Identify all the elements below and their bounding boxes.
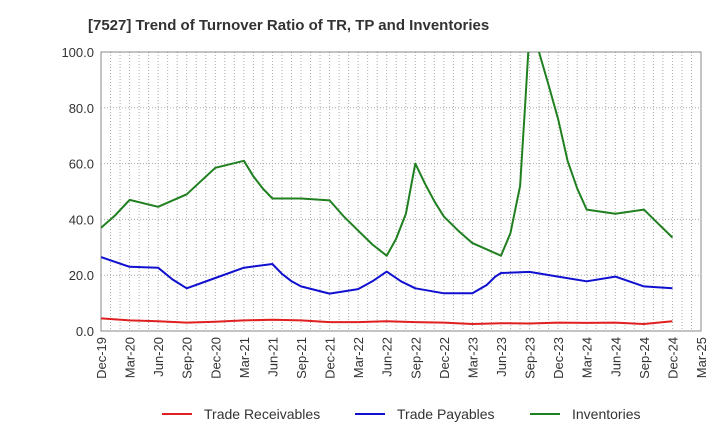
y-tick-label: 80.0 — [69, 101, 94, 116]
x-tick-label: Dec-19 — [94, 337, 109, 379]
series — [101, 52, 674, 325]
x-tick-label: Dec-24 — [665, 337, 680, 379]
x-tick-label: Mar-20 — [123, 337, 138, 378]
x-tick-label: Mar-25 — [694, 337, 709, 378]
x-tick-label: Sep-21 — [294, 337, 309, 379]
plot-frame — [100, 51, 702, 332]
legend: Trade Receivables Trade Payables Inventori… — [162, 406, 640, 422]
x-tick-label: Mar-24 — [580, 337, 595, 378]
x-tick-label: Sep-22 — [408, 337, 423, 379]
x-axis: Dec-19 Mar-20 Jun-20 Sep-20 Dec-20 Mar-21 Jun-… — [94, 337, 709, 379]
x-tick-label: Mar-22 — [351, 337, 366, 378]
y-tick-label: 100.0 — [61, 45, 94, 60]
series-line-inventories — [101, 52, 674, 257]
x-tick-label: Jun-20 — [151, 337, 166, 377]
chart-title: [7527] Trend of Turnover Ratio of TR, TP… — [88, 17, 489, 34]
x-tick-label: Dec-21 — [323, 337, 338, 379]
x-tick-label: Sep-24 — [637, 337, 652, 379]
x-tick-label: Jun-24 — [608, 337, 623, 377]
x-tick-label: Jun-22 — [380, 337, 395, 377]
x-tick-label: Sep-23 — [523, 337, 538, 379]
y-tick-label: 0.0 — [76, 324, 94, 339]
x-tick-label: Dec-22 — [437, 337, 452, 379]
x-tick-label: Mar-23 — [465, 337, 480, 378]
x-tick-label: Dec-20 — [208, 337, 223, 379]
legend-label: Inventories — [572, 406, 640, 422]
y-tick-label: 40.0 — [69, 212, 94, 227]
series-line-trade-payables — [101, 256, 673, 295]
legend-label: Trade Receivables — [204, 406, 320, 422]
x-tick-label: Dec-23 — [551, 337, 566, 379]
x-tick-label: Sep-20 — [180, 337, 195, 379]
y-tick-label: 20.0 — [69, 268, 94, 283]
grid — [100, 52, 702, 331]
x-tick-label: Mar-21 — [237, 337, 252, 378]
x-tick-label: Jun-23 — [494, 337, 509, 377]
y-tick-label: 60.0 — [69, 157, 94, 172]
x-tick-label: Jun-21 — [265, 337, 280, 377]
series-line-trade-receivables — [101, 317, 673, 325]
y-axis: 0.0 20.0 40.0 60.0 80.0 100.0 — [61, 45, 94, 339]
legend-label: Trade Payables — [397, 406, 495, 422]
